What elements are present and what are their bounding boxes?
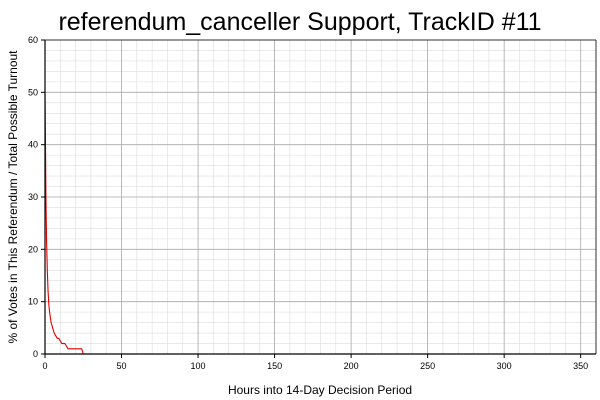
y-tick-label: 30 (28, 192, 38, 202)
x-tick-label: 300 (497, 361, 512, 371)
y-tick-label: 50 (28, 87, 38, 97)
series-layer (44, 92, 560, 355)
x-axis-label: Hours into 14-Day Decision Period (228, 383, 412, 397)
x-tick-label: 50 (117, 361, 127, 371)
x-tick-label: 200 (344, 361, 359, 371)
y-tick-label: 0 (33, 349, 38, 359)
x-axis-ticks: 0 50 100 150 200 250 300 350 (42, 354, 588, 371)
y-tick-label: 10 (28, 297, 38, 307)
x-tick-label: 250 (420, 361, 435, 371)
x-tick-label: 150 (267, 361, 282, 371)
series-line-1 (44, 92, 560, 355)
chart-title: referendum_canceller Support, TrackID #1… (58, 8, 541, 36)
y-tick-label: 20 (28, 244, 38, 254)
y-axis-label: % of Votes in This Referendum / Total Po… (6, 50, 20, 344)
y-tick-label: 40 (28, 140, 38, 150)
x-tick-label: 350 (573, 361, 588, 371)
y-tick-label: 60 (28, 35, 38, 45)
y-axis-ticks: 0 10 20 30 40 50 60 (28, 35, 45, 359)
x-tick-label: 0 (42, 361, 47, 371)
x-tick-label: 100 (191, 361, 206, 371)
